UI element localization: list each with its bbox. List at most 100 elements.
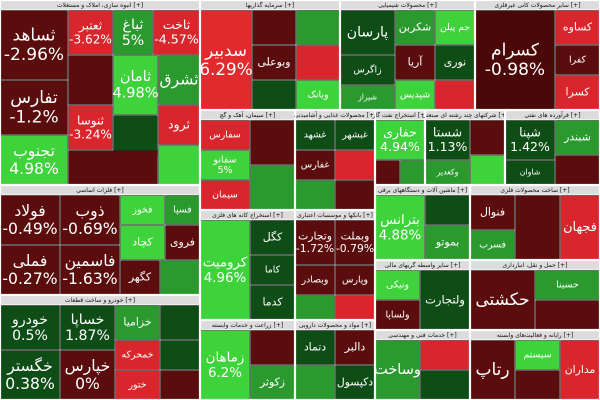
tile-name: فنوال <box>480 206 505 219</box>
tile <box>0 245 60 295</box>
tile-name: خگستر <box>6 357 52 376</box>
group-header <box>200 0 340 10</box>
tile-change: 1.87% <box>65 328 110 344</box>
group-header <box>475 0 600 10</box>
tile-name: وبصادر <box>301 275 329 286</box>
tile-name: فسپا <box>173 205 192 216</box>
tile <box>113 55 158 115</box>
tile <box>250 120 295 165</box>
tile <box>470 230 515 260</box>
tile <box>335 150 375 180</box>
tile-change: -0.98% <box>485 60 545 80</box>
tile-name: وپارس <box>342 275 368 286</box>
group-title: سرمایه گذاریها [+] <box>246 1 295 9</box>
tile <box>515 340 560 370</box>
group-title: استخراج نفت گاز [+] <box>372 111 428 119</box>
tile <box>115 305 160 340</box>
tile <box>515 370 560 400</box>
group-title: فرآورده های نفتی [+] <box>524 110 580 119</box>
tile <box>296 45 340 80</box>
tile-name: شپنا <box>519 125 541 140</box>
group-header <box>295 210 375 220</box>
tile <box>400 160 425 185</box>
group-header <box>375 185 470 195</box>
tile <box>0 195 60 245</box>
tile-name: دکپسول <box>337 376 373 389</box>
tile <box>153 10 200 55</box>
group-border <box>294 209 376 321</box>
group-title: انبوه سازی، املاک و مستغلات [+] <box>57 1 143 9</box>
tile <box>555 45 600 75</box>
tile-name: وبملت <box>341 230 370 243</box>
tile-name: تفارس <box>10 88 58 108</box>
tile-name: پارسان <box>347 25 389 41</box>
tile-name: شپدیس <box>400 90 430 101</box>
tile-name: زکوثر <box>259 376 285 389</box>
tile <box>296 10 340 45</box>
tile <box>335 120 375 150</box>
tile <box>60 245 120 295</box>
tile-name: خزامیا <box>123 316 151 329</box>
tile-name: جم پیلن <box>440 22 470 33</box>
tile-change: 0% <box>75 375 100 393</box>
group-header <box>0 185 200 195</box>
tile-name: حکشتی <box>475 290 529 310</box>
tile-name: فاسمین <box>65 252 116 271</box>
tile <box>113 10 153 55</box>
group-header <box>200 320 295 330</box>
tile <box>335 330 375 365</box>
tile <box>158 145 200 185</box>
tile <box>375 160 400 185</box>
tile-change: 4.98% <box>9 160 59 178</box>
tile <box>68 10 113 55</box>
tile-name: خمحرکه <box>122 350 154 361</box>
tile <box>295 365 335 400</box>
tile-name: سدبیر <box>204 40 247 60</box>
group-border <box>374 184 471 261</box>
group-title: سایر محصولات کانی غیرفلزی [+] <box>494 2 580 9</box>
tile <box>60 305 115 350</box>
tile <box>335 220 375 265</box>
tile-change: -0.49% <box>2 220 57 238</box>
tile-name: آریا <box>408 55 424 69</box>
group-border <box>374 109 426 186</box>
tile-name: ثساهد <box>13 26 56 46</box>
group-border <box>199 209 296 321</box>
tile <box>250 365 295 400</box>
tile-name: دتماد <box>304 341 326 354</box>
group-header <box>375 330 470 340</box>
tile-name: کگل <box>263 231 283 244</box>
group-header <box>470 330 600 340</box>
tile-name: کاما <box>265 265 281 276</box>
group-border <box>339 0 476 111</box>
tile <box>252 80 296 110</box>
tile <box>0 80 68 135</box>
tile-name: غفارس <box>301 160 330 171</box>
tile-name: سیمان <box>212 190 238 201</box>
group-header <box>425 110 505 120</box>
tile-change: 0.38% <box>5 375 55 393</box>
group-header <box>200 110 295 120</box>
tile-name: زاگرس <box>353 64 381 76</box>
tile-name: کسرا <box>566 86 591 99</box>
tile-change: -1.72% <box>296 242 334 255</box>
tile <box>296 80 340 110</box>
tile-name: ثامان <box>120 69 151 85</box>
tile-name: بترانس <box>380 213 420 228</box>
group-border <box>0 184 201 296</box>
tile <box>295 220 335 265</box>
tile <box>113 115 158 155</box>
tile-name: شستا <box>433 125 462 140</box>
tile <box>68 105 113 150</box>
tile <box>425 225 470 260</box>
tile <box>375 270 420 300</box>
tile-name: شبندر <box>563 131 591 144</box>
tile-change: -0.79% <box>336 242 374 255</box>
tile-name: شاوان <box>520 168 541 177</box>
tile <box>250 255 295 285</box>
group-header <box>470 260 600 270</box>
tile <box>68 150 158 185</box>
tile <box>340 55 395 85</box>
tile <box>395 80 435 110</box>
